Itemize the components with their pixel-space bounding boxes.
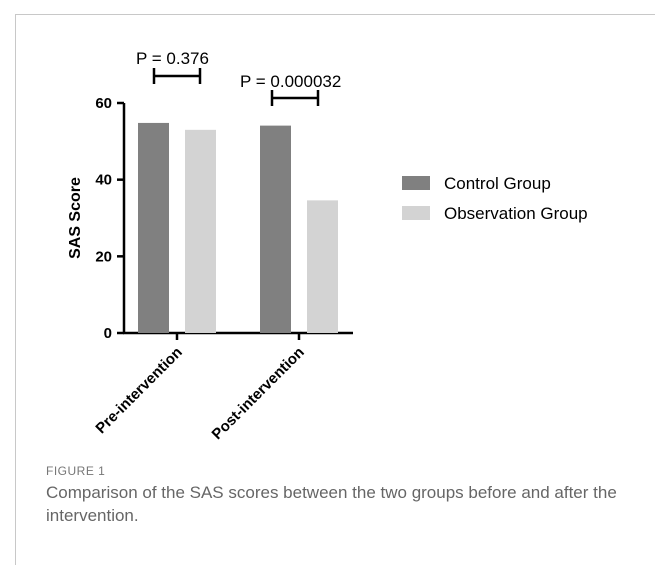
y-tick-label: 0	[104, 325, 112, 342]
y-axis: 0 20 40 60	[95, 95, 126, 342]
figure-caption: Comparison of the SAS scores between the…	[46, 483, 617, 525]
x-tick-label: Post-intervention	[209, 344, 308, 443]
p-value-label: P = 0.376	[136, 49, 209, 68]
legend-label: Observation Group	[444, 204, 588, 223]
bar-control-post	[260, 125, 291, 333]
figure-frame-left-border	[15, 14, 16, 565]
legend-label: Control Group	[444, 174, 551, 193]
bars	[138, 122, 338, 333]
figure-frame-top-border	[15, 14, 655, 15]
bar-observation-post	[307, 200, 338, 333]
p-value-label: P = 0.000032	[240, 72, 341, 91]
chart-legend: Control Group Observation Group	[402, 174, 588, 223]
y-axis-title: SAS Score	[67, 177, 84, 259]
x-tick-label: Pre-intervention	[92, 344, 185, 437]
bar-control-pre	[138, 122, 169, 333]
x-axis: Pre-intervention Post-intervention	[92, 331, 353, 443]
y-tick-label: 20	[95, 248, 112, 265]
legend-swatch	[402, 176, 430, 190]
bar-chart: 0 20 40 60 Pre-intervention Post-interventio…	[67, 49, 588, 443]
y-tick-label: 60	[95, 95, 112, 112]
legend-swatch	[402, 206, 430, 220]
bar-observation-pre	[185, 129, 216, 333]
y-tick-label: 40	[95, 172, 112, 189]
figure-label: FIGURE 1	[46, 464, 106, 478]
significance-annotations: P = 0.376 P = 0.000032	[136, 49, 341, 106]
